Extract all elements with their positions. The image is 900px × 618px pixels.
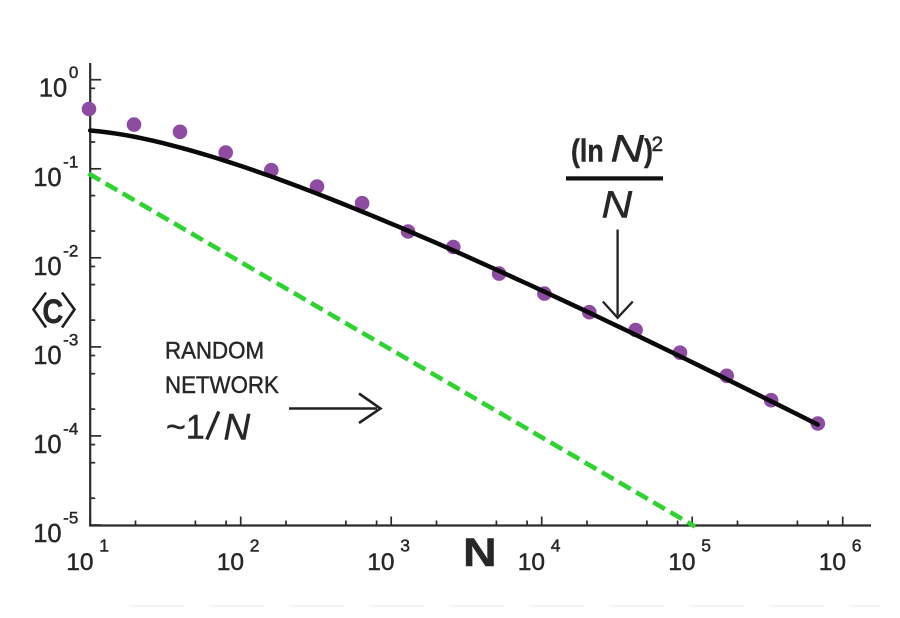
svg-text:~1: ~1 (166, 409, 205, 447)
svg-text:6: 6 (852, 536, 862, 556)
svg-text:10: 10 (39, 75, 67, 103)
svg-text:10: 10 (33, 342, 61, 370)
svg-text:N: N (602, 183, 634, 226)
svg-text:4: 4 (551, 536, 561, 556)
svg-text:N: N (224, 407, 251, 448)
svg-text:10: 10 (518, 549, 545, 576)
svg-text:10: 10 (217, 549, 244, 576)
svg-text:3: 3 (400, 536, 410, 556)
svg-text:2: 2 (250, 536, 260, 556)
svg-text:NETWORK: NETWORK (165, 371, 279, 398)
svg-text:10: 10 (33, 253, 61, 281)
svg-text:N: N (611, 127, 645, 169)
svg-text:(ln: (ln (571, 135, 604, 169)
svg-text:-5: -5 (63, 509, 78, 528)
svg-text:10: 10 (367, 549, 394, 576)
svg-text:-2: -2 (63, 241, 78, 260)
svg-text:10: 10 (33, 164, 61, 192)
svg-text:1: 1 (99, 536, 109, 556)
svg-text:-1: -1 (63, 152, 78, 171)
svg-text:-4: -4 (63, 419, 78, 438)
svg-text:10: 10 (66, 549, 93, 576)
svg-text:10: 10 (33, 520, 61, 548)
svg-text:5: 5 (701, 536, 711, 556)
svg-text:N: N (463, 531, 497, 575)
svg-text:10: 10 (33, 431, 61, 459)
svg-text:RANDOM: RANDOM (165, 337, 264, 364)
svg-text:10: 10 (819, 549, 846, 576)
svg-text:0: 0 (69, 63, 78, 82)
svg-text:-3: -3 (63, 330, 78, 349)
svg-text:C: C (42, 291, 63, 330)
svg-text:): ) (644, 135, 653, 169)
svg-text:2: 2 (652, 133, 664, 156)
svg-text:10: 10 (668, 549, 695, 576)
